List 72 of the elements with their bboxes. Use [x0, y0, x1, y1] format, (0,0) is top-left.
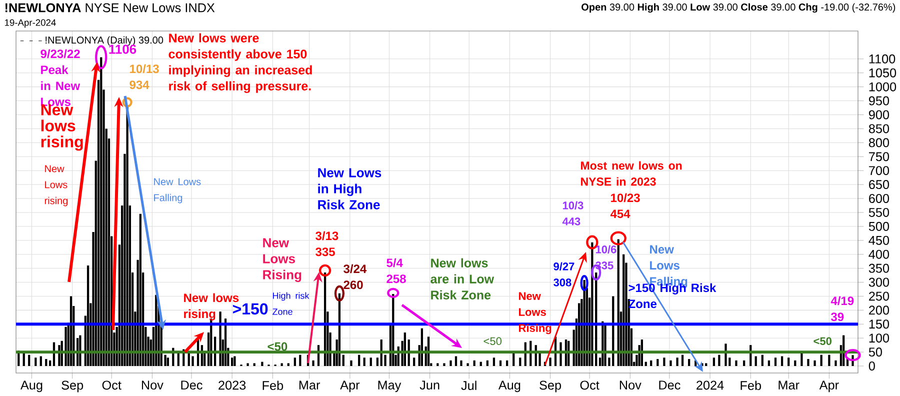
y-tick-label: 900: [868, 110, 890, 120]
annotation: 3/24 260: [344, 264, 367, 290]
annotation: 10/13 934: [130, 64, 159, 90]
annotation: 3/13 335: [316, 231, 338, 256]
y-tick-label: 1000: [869, 82, 896, 92]
y-tick-label: 650: [869, 180, 890, 190]
y-tick-label: 800: [868, 138, 890, 148]
text: Open 39.00 High 39.00 Low 39.00 Close 39.00 Chg -19.00 (-32.76%): [582, 3, 896, 13]
x-tick-label: Dec: [659, 380, 680, 390]
x-tick-label: Apr: [819, 380, 839, 392]
y-tick-label: 700: [869, 166, 890, 176]
legend-label: !NEWLONYA (Daily) 39.00: [46, 36, 164, 46]
annotation: Most new lows on NYSE in 2023: [581, 161, 682, 186]
annotation: <50: [814, 337, 832, 346]
annotation: 9/27 308: [554, 262, 574, 286]
x-tick-label: Aug: [498, 380, 520, 392]
y-tick-label: 250: [869, 292, 890, 301]
x-tick-label: Oct: [102, 380, 122, 390]
y-tick-label: 300: [868, 278, 890, 287]
y-tick-label: 500: [868, 222, 890, 231]
x-tick-label: Jul: [461, 380, 476, 390]
y-tick-label: 450: [868, 236, 890, 245]
annotation: 1106: [109, 44, 136, 54]
annotation: 4/19 39: [830, 296, 854, 322]
x-tick-label: Apr: [340, 380, 360, 392]
y-tick-label: 1100: [869, 54, 896, 64]
annotation: New Lows Rising: [263, 238, 302, 282]
annotation: New lows were consistently above 150 implyining an increased risk of selling pressure.: [168, 33, 312, 93]
y-tick-label: 850: [868, 124, 890, 134]
annotation: New Lows Falling: [154, 178, 201, 204]
annotation: 10/3 443: [562, 201, 584, 226]
annotation: 10/6 335: [596, 245, 616, 270]
y-tick-label: 750: [869, 152, 890, 162]
x-tick-label: Sep: [62, 380, 84, 392]
y-tick-label: 1050: [869, 68, 896, 78]
annotation: New Lows Rising: [519, 292, 552, 334]
y-tick-label: 950: [868, 96, 890, 106]
x-tick-label: 2024: [696, 380, 724, 390]
annotation: <50: [484, 337, 502, 346]
y-tick-label: 100: [869, 334, 890, 343]
x-tick-label: Mar: [778, 380, 800, 390]
y-tick-label: 200: [869, 306, 890, 315]
x-tick-label: Nov: [620, 380, 642, 390]
x-tick-label: Feb: [740, 380, 762, 390]
x-tick-label: Sep: [540, 380, 562, 392]
annotation: <50: [268, 342, 288, 351]
y-tick-label: 50: [868, 348, 882, 357]
annotation: New Lows rising: [44, 165, 68, 206]
x-tick-label: 2023: [218, 380, 246, 390]
x-tick-label: Nov: [142, 380, 164, 390]
y-tick-label: 400: [868, 250, 890, 259]
annotation: High risk Zone: [272, 292, 310, 315]
annotation: 10/23 454: [610, 193, 640, 218]
annotation: >150: [232, 303, 268, 315]
chart-subtitle: 19-Apr-2024: [4, 19, 56, 28]
x-tick-label: May: [378, 380, 402, 392]
y-tick-label: 600: [869, 194, 890, 203]
x-tick-label: Jun: [420, 380, 440, 390]
annotation: New lows rising: [41, 104, 83, 151]
y-tick-label: 0: [868, 362, 875, 370]
annotation: 5/4 258: [386, 258, 406, 284]
x-tick-label: Dec: [181, 380, 202, 390]
y-tick-label: 550: [868, 208, 890, 217]
x-tick-label: Feb: [262, 380, 284, 390]
y-tick-label: 150: [869, 320, 890, 329]
x-tick-label: Oct: [580, 380, 600, 390]
chart-title: !NEWLONYA NYSE New Lows INDX: [5, 3, 215, 12]
y-tick-label: 350: [868, 264, 890, 273]
x-tick-label: Aug: [20, 380, 42, 392]
annotation: New Lows in High Risk Zone: [318, 168, 382, 210]
annotation: New lows are in Low Risk Zone: [430, 258, 494, 300]
x-tick-label: Mar: [299, 380, 320, 390]
